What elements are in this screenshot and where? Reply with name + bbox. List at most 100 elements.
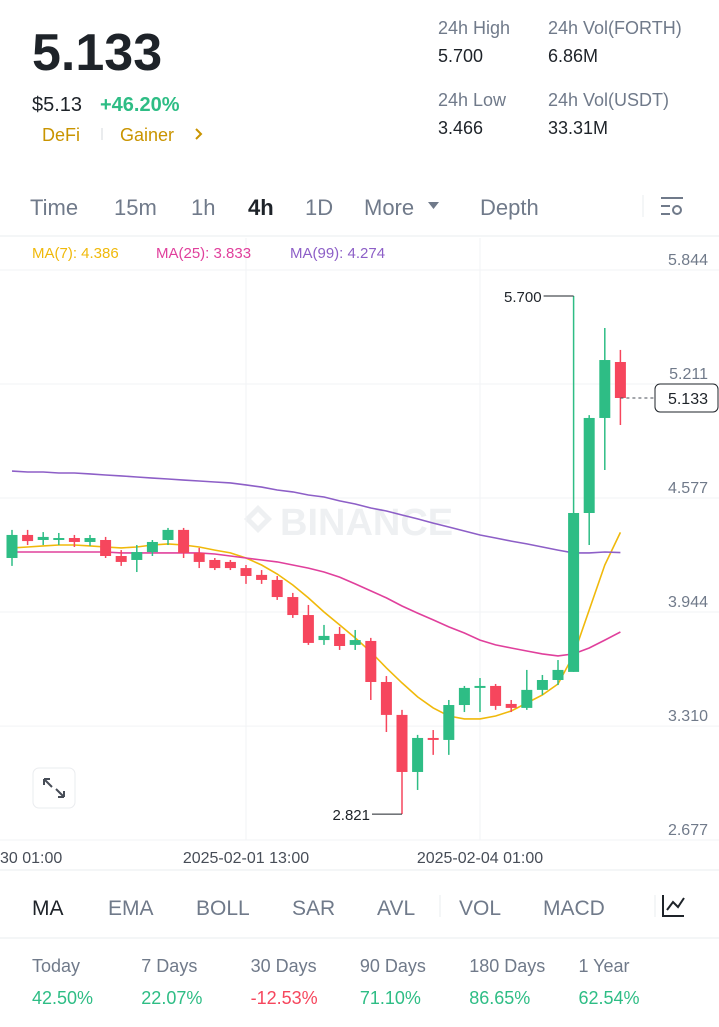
candle-body bbox=[256, 574, 268, 580]
period-change: 62.54% bbox=[579, 988, 640, 1008]
timeframe-tab[interactable]: 4h bbox=[248, 195, 274, 220]
stat-value: 6.86M bbox=[548, 46, 598, 66]
watermark: BINANCE bbox=[244, 502, 453, 544]
candle-body bbox=[6, 534, 18, 558]
x-tick-label: 2025-02-01 13:00 bbox=[183, 850, 309, 867]
candle-body bbox=[490, 685, 502, 706]
last-price: 5.133 bbox=[32, 24, 162, 82]
y-tick-label: 2.677 bbox=[668, 822, 708, 839]
candle-body bbox=[240, 568, 252, 576]
candle-body bbox=[334, 633, 346, 646]
candle-body bbox=[224, 561, 236, 569]
stat-value: 5.700 bbox=[438, 46, 483, 66]
chevron bbox=[195, 128, 203, 140]
candle-body bbox=[599, 360, 611, 418]
expand-button[interactable] bbox=[32, 767, 76, 809]
annotation-label: 2.821 bbox=[332, 807, 370, 824]
candle-body bbox=[100, 539, 112, 557]
candle-body bbox=[115, 556, 127, 562]
candle-body bbox=[131, 552, 143, 560]
legend-entry: MA(99): 4.274 bbox=[290, 245, 385, 262]
candle-body bbox=[22, 534, 34, 542]
stat-value: 33.31M bbox=[548, 118, 608, 138]
chart-icon[interactable] bbox=[662, 895, 685, 917]
period-label: 90 Days bbox=[360, 956, 426, 976]
candle-body bbox=[536, 680, 548, 690]
ma-line bbox=[12, 551, 621, 657]
timeframe-tab[interactable]: 1h bbox=[191, 195, 215, 220]
period-change: 42.50% bbox=[32, 988, 93, 1008]
indicator-tab[interactable]: SAR bbox=[292, 897, 335, 920]
stat-label: 24h Vol(FORTH) bbox=[548, 18, 682, 38]
candle-body bbox=[193, 552, 205, 562]
indicator-tab[interactable]: EMA bbox=[108, 897, 154, 920]
candle-body bbox=[146, 541, 158, 553]
ma-line bbox=[11, 532, 622, 720]
candle-body bbox=[505, 703, 517, 708]
tag[interactable]: Gainer bbox=[120, 125, 174, 145]
candle-body bbox=[380, 681, 392, 715]
legend-entry: MA(7): 4.386 bbox=[32, 245, 119, 262]
indicator-tab[interactable]: BOLL bbox=[196, 897, 250, 920]
y-tick-label: 3.944 bbox=[668, 594, 708, 611]
period-label: 1 Year bbox=[579, 956, 630, 976]
candle-body bbox=[318, 635, 330, 641]
y-tick-label: 5.844 bbox=[668, 252, 708, 269]
period-label: 7 Days bbox=[141, 956, 197, 976]
candle-body bbox=[271, 579, 283, 598]
candle-body bbox=[396, 714, 408, 772]
watermark-text: BINANCE bbox=[280, 502, 453, 544]
candle-body bbox=[427, 737, 439, 740]
x-tick-label: 30 01:00 bbox=[0, 850, 62, 867]
indicator-tab[interactable]: MA bbox=[32, 897, 64, 920]
candle-body bbox=[412, 737, 424, 772]
usd-price: $5.13 bbox=[32, 94, 82, 116]
candle-body bbox=[287, 597, 299, 616]
chart: BINANCE 5.844 5.211 4.577 3.944 3.310 2.677 30 … bbox=[0, 238, 719, 867]
ma-line bbox=[11, 470, 621, 554]
last-price-box bbox=[654, 383, 719, 413]
candle-body bbox=[209, 559, 221, 569]
candle-body bbox=[68, 538, 80, 542]
period-change: 71.10% bbox=[360, 988, 421, 1008]
legend-entry: MA(25): 3.833 bbox=[156, 245, 251, 262]
tag[interactable]: DeFi bbox=[42, 125, 80, 145]
period-change: 22.07% bbox=[141, 988, 202, 1008]
watermark-logo bbox=[244, 505, 272, 533]
stat-label: 24h Low bbox=[438, 90, 507, 110]
period-label: 30 Days bbox=[251, 956, 317, 976]
y-tick-label: 4.577 bbox=[668, 480, 708, 497]
period-label: Today bbox=[32, 956, 80, 976]
indicator-tab[interactable]: AVL bbox=[377, 897, 415, 920]
candle-body bbox=[458, 687, 470, 706]
candle-body bbox=[178, 529, 190, 553]
y-tick-label: 5.211 bbox=[669, 366, 708, 383]
y-tick-label: 3.310 bbox=[668, 708, 708, 725]
candle-body bbox=[37, 536, 49, 540]
candle-body bbox=[443, 705, 455, 740]
indicator-tab[interactable]: VOL bbox=[459, 897, 501, 920]
stat-value: 3.466 bbox=[438, 118, 483, 138]
indicator-tab[interactable]: MACD bbox=[543, 897, 605, 920]
candle-body bbox=[53, 538, 65, 540]
x-tick-label: 2025-02-04 01:00 bbox=[417, 850, 543, 867]
timeframe-tab[interactable]: 15m bbox=[114, 195, 157, 220]
timeframe-tab[interactable]: Time bbox=[30, 195, 78, 220]
stat-label: 24h Vol(USDT) bbox=[548, 90, 669, 110]
timeframe-tab[interactable]: 1D bbox=[305, 195, 333, 220]
candle-body bbox=[365, 640, 377, 682]
dropdown-caret bbox=[428, 202, 439, 209]
period-label: 180 Days bbox=[469, 956, 545, 976]
last-price-label: 5.133 bbox=[668, 391, 708, 408]
candle-body bbox=[84, 538, 96, 542]
timeframe-tab[interactable]: Depth bbox=[480, 195, 539, 220]
candle-body bbox=[614, 361, 626, 398]
period-change: -12.53% bbox=[251, 988, 318, 1008]
candle-body bbox=[568, 512, 580, 672]
candle-body bbox=[552, 669, 564, 681]
candle-body bbox=[583, 417, 595, 513]
timeframe-tab[interactable]: More bbox=[364, 195, 414, 220]
settings-icon[interactable] bbox=[661, 197, 683, 215]
